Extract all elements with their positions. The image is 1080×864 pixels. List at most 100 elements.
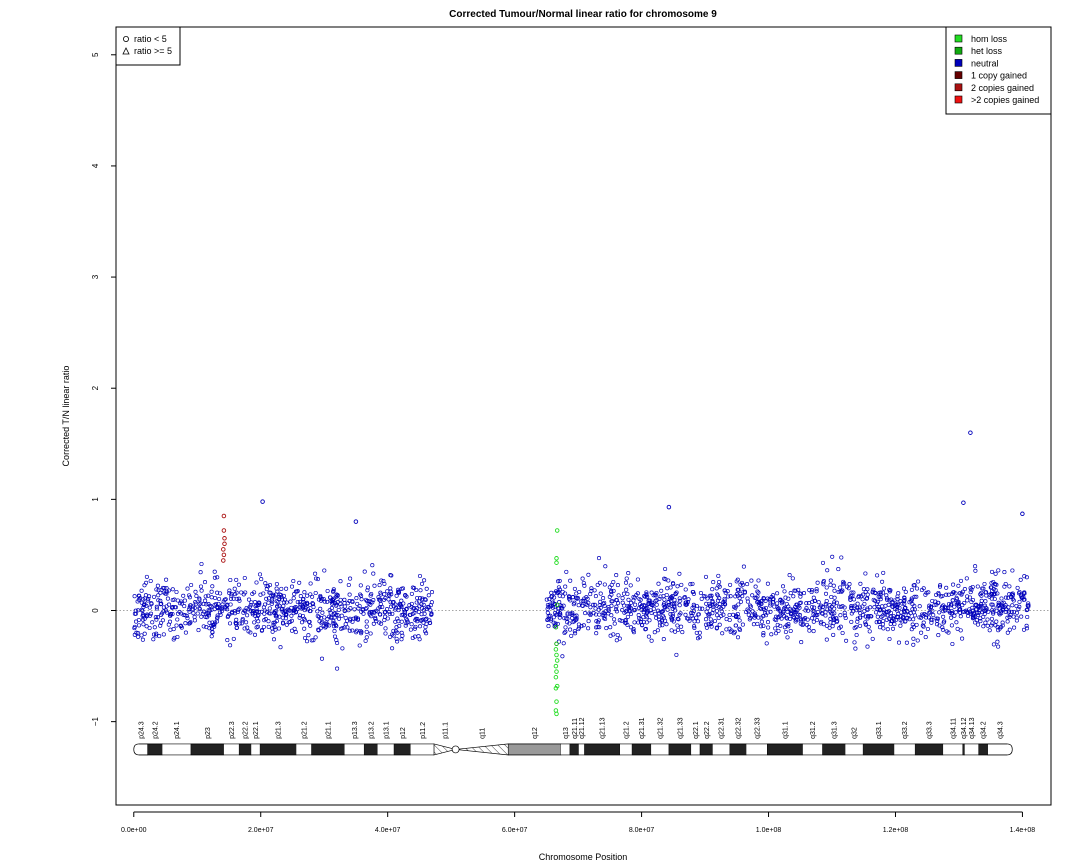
data-point <box>359 593 364 598</box>
series-neutral-2 <box>544 554 1031 659</box>
data-point <box>185 616 190 621</box>
band-label: q21.32 <box>657 717 664 739</box>
data-point <box>199 614 204 619</box>
data-point <box>889 618 894 623</box>
data-point <box>399 598 404 603</box>
data-point <box>875 614 880 619</box>
data-point <box>329 606 334 611</box>
data-point <box>615 583 620 588</box>
data-point <box>686 597 691 602</box>
data-point <box>764 641 769 646</box>
data-point-hom-loss <box>554 683 560 689</box>
data-point <box>832 616 837 621</box>
data-point <box>255 603 260 608</box>
band-q21.31 <box>631 743 652 756</box>
data-point <box>601 615 606 621</box>
data-point <box>765 596 770 601</box>
data-point <box>215 575 220 580</box>
data-point <box>819 619 824 624</box>
data-point <box>979 590 984 595</box>
data-point <box>159 601 164 606</box>
data-point <box>164 604 169 609</box>
data-point <box>956 604 961 609</box>
data-point <box>687 618 692 623</box>
band-q34.12 <box>962 743 965 756</box>
data-point <box>999 596 1004 601</box>
data-point <box>545 610 550 615</box>
data-point <box>267 606 272 611</box>
data-point <box>937 584 943 589</box>
data-point <box>297 580 302 585</box>
band-label: q34.12 <box>961 717 968 739</box>
data-point <box>1025 614 1030 620</box>
data-point <box>954 596 960 602</box>
data-point <box>185 586 190 591</box>
data-point <box>210 630 215 635</box>
data-point <box>554 612 559 617</box>
data-point <box>229 611 234 616</box>
data-point <box>854 632 859 638</box>
data-point <box>555 621 560 626</box>
data-point <box>140 637 145 642</box>
band-label: q34.2 <box>981 721 988 739</box>
data-point <box>673 629 678 634</box>
data-point <box>733 604 738 609</box>
data-point <box>415 617 420 622</box>
data-point <box>339 604 344 609</box>
data-point <box>227 621 233 626</box>
data-point <box>149 601 154 606</box>
data-point <box>586 619 591 624</box>
data-point-2-copies-gained <box>222 541 227 547</box>
band-p22.3 <box>223 743 240 755</box>
x-axis-label: Chromosome Position <box>539 852 628 862</box>
data-point <box>614 638 619 643</box>
data-point <box>669 628 674 633</box>
data-point <box>212 602 217 608</box>
data-point <box>711 607 716 612</box>
data-point <box>346 582 351 588</box>
data-point <box>545 617 550 622</box>
data-point <box>768 601 773 606</box>
data-point <box>941 614 946 619</box>
data-point <box>387 611 392 616</box>
data-point <box>828 616 833 621</box>
data-point <box>755 589 760 594</box>
data-point <box>575 596 580 601</box>
data-point <box>960 603 965 608</box>
data-point <box>580 576 585 581</box>
data-point <box>621 591 627 596</box>
data-point <box>778 613 783 618</box>
data-point <box>198 584 204 589</box>
data-point <box>664 622 669 627</box>
data-point <box>788 591 793 596</box>
data-point <box>237 621 242 626</box>
data-point <box>204 602 209 607</box>
data-point <box>793 609 798 614</box>
data-point <box>690 616 695 621</box>
data-point <box>364 624 369 629</box>
data-point <box>728 594 733 599</box>
data-point <box>828 582 833 587</box>
ideogram: p24.3 p24.2 p24.1 p23 p22.3 p22.2 p22.1 p21.3 p2… <box>133 717 1013 756</box>
data-point <box>387 593 392 598</box>
data-point <box>665 607 670 612</box>
data-point <box>151 632 157 637</box>
data-point <box>379 578 384 583</box>
data-point <box>218 591 223 596</box>
data-point <box>748 604 753 609</box>
data-point <box>272 625 277 630</box>
data-point <box>880 604 885 609</box>
data-point <box>755 621 760 626</box>
data-point <box>232 609 237 614</box>
data-point <box>237 598 242 603</box>
data-point <box>374 619 379 624</box>
band-p12 <box>393 743 411 756</box>
data-point <box>736 602 741 607</box>
data-point <box>139 588 144 593</box>
data-point <box>919 630 924 635</box>
data-point <box>991 587 996 592</box>
data-point <box>726 594 731 599</box>
data-point <box>912 594 917 599</box>
data-point <box>740 582 745 587</box>
data-point <box>909 599 914 604</box>
